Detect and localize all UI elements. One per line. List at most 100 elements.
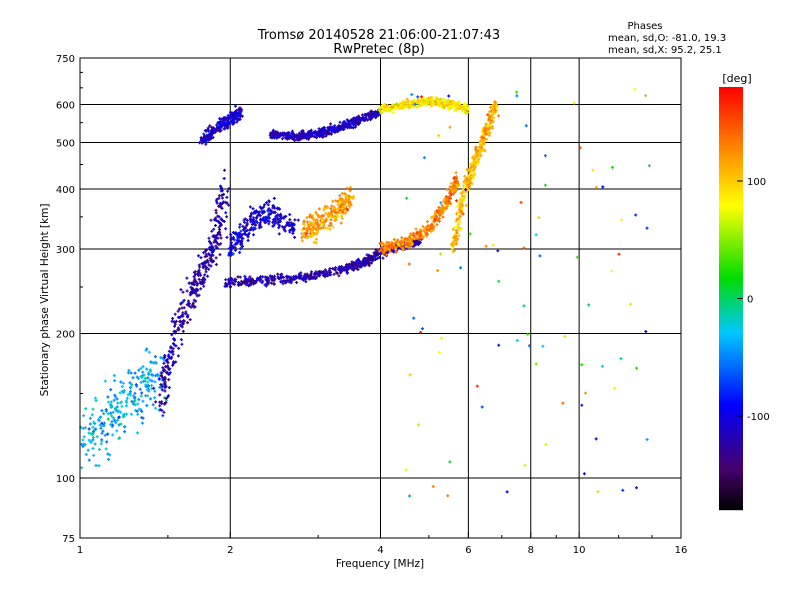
colorbar-band: [719, 366, 743, 368]
data-point: [438, 350, 441, 354]
data-point: [253, 210, 257, 213]
colorbar-band: [719, 455, 743, 457]
data-point: [341, 210, 345, 214]
data-point: [241, 224, 245, 228]
data-point: [294, 274, 298, 278]
data-point: [255, 221, 259, 224]
data-point: [317, 127, 321, 131]
data-point: [220, 121, 224, 125]
colorbar-band: [719, 432, 743, 434]
colorbar-band: [719, 475, 743, 477]
colorbar-band: [719, 230, 743, 232]
data-point: [243, 279, 246, 283]
colorbar-band: [719, 212, 743, 214]
data-point: [109, 411, 113, 415]
colorbar-band: [719, 457, 743, 459]
data-point: [406, 103, 410, 107]
colorbar-band: [719, 377, 743, 379]
data-point: [437, 216, 441, 220]
data-point: [131, 402, 135, 406]
data-point: [341, 267, 345, 271]
colorbar-band: [719, 486, 743, 488]
data-point: [129, 371, 133, 375]
data-point: [161, 414, 165, 418]
colorbar-band: [719, 250, 743, 252]
data-point: [209, 136, 213, 140]
colorbar-band: [719, 451, 743, 453]
colorbar-band: [719, 390, 743, 392]
colorbar-band: [719, 244, 743, 246]
data-point: [594, 437, 598, 441]
data-point: [375, 110, 379, 114]
data-point: [209, 133, 213, 136]
colorbar-band: [719, 286, 743, 288]
colorbar-band: [719, 154, 743, 156]
data-point: [174, 330, 178, 333]
data-point: [409, 237, 413, 240]
data-point: [527, 344, 531, 348]
colorbar-band: [719, 313, 743, 315]
colorbar-band: [719, 347, 743, 349]
data-point: [357, 114, 361, 118]
data-point: [449, 202, 453, 206]
colorbar-band: [719, 469, 743, 471]
data-point: [572, 101, 576, 105]
colorbar-band: [719, 132, 743, 134]
data-point: [458, 214, 462, 218]
data-point: [115, 397, 119, 401]
data-point: [273, 222, 277, 226]
data-point: [255, 276, 259, 280]
colorbar-band: [719, 425, 743, 427]
colorbar-band: [719, 96, 743, 98]
colorbar-band: [719, 271, 743, 273]
colorbar-band: [719, 243, 743, 245]
data-point: [348, 189, 352, 193]
data-point: [157, 377, 161, 381]
data-point: [413, 102, 417, 106]
data-point: [370, 114, 373, 118]
data-point: [448, 194, 452, 198]
data-point: [210, 125, 214, 129]
data-point: [140, 416, 144, 420]
data-point: [125, 404, 128, 408]
data-point: [417, 238, 421, 241]
data-point: [239, 113, 243, 117]
colorbar-band: [719, 98, 743, 100]
data-point: [158, 404, 162, 408]
data-point: [184, 312, 188, 316]
colorbar-band: [719, 422, 743, 424]
colorbar-band: [719, 143, 743, 145]
colorbar-band: [719, 276, 743, 278]
data-point: [448, 102, 452, 106]
colorbar-band: [719, 354, 743, 356]
data-point: [222, 120, 226, 124]
data-point: [141, 399, 145, 403]
colorbar-band: [719, 321, 743, 323]
data-point: [203, 277, 207, 281]
data-point: [337, 274, 341, 278]
colorbar-band: [719, 113, 743, 115]
data-point: [481, 136, 485, 139]
colorbar-band: [719, 364, 743, 366]
data-point: [422, 98, 426, 102]
data-point: [163, 383, 167, 386]
data-point: [418, 240, 422, 244]
data-point: [181, 329, 185, 333]
data-point: [491, 243, 495, 247]
data-point: [333, 124, 337, 128]
data-point: [135, 375, 139, 379]
data-point: [457, 222, 460, 226]
data-point: [388, 250, 392, 254]
data-point: [271, 204, 275, 208]
colorbar-band: [719, 334, 743, 336]
colorbar-band: [719, 430, 743, 432]
data-point: [90, 413, 94, 417]
data-point: [81, 444, 85, 448]
data-point: [448, 125, 452, 129]
data-point: [270, 278, 274, 282]
data-point: [359, 265, 363, 269]
colorbar-band: [719, 445, 743, 447]
data-point: [407, 106, 411, 110]
data-point: [351, 263, 355, 266]
colorbar-band: [719, 268, 743, 270]
